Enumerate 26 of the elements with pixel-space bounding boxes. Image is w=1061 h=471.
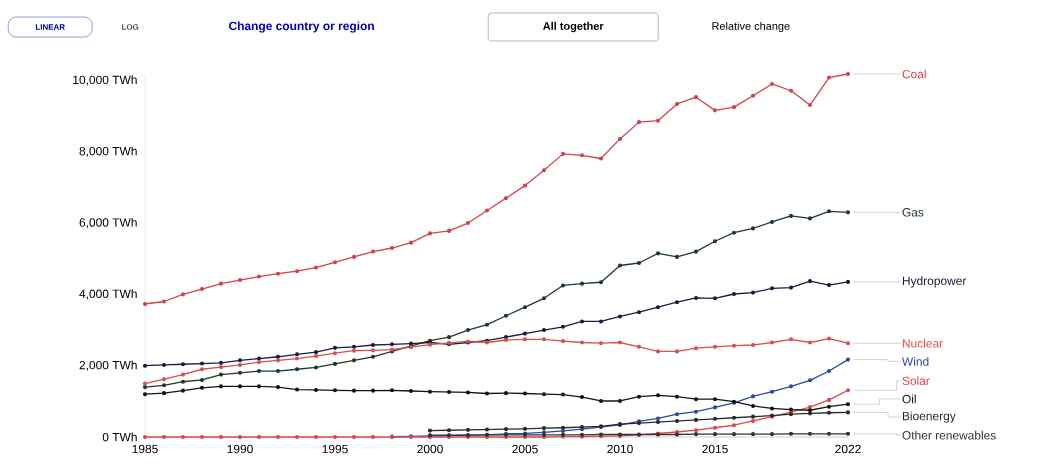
- text: Change country or region: [229, 21, 374, 33]
- text: Nuclear: [902, 338, 943, 348]
- x-tick-label: 2005: [512, 444, 538, 454]
- x-tick-label: 1995: [322, 444, 348, 454]
- y-tick-label: 2,000 TWh: [79, 360, 137, 371]
- x-tick-label: 2000: [417, 444, 443, 454]
- y-tick-label: 8,000 TWh: [79, 146, 137, 157]
- text: All together: [543, 21, 604, 33]
- text: Other renewables: [902, 430, 996, 440]
- text: Relative change: [712, 21, 790, 33]
- text: Oil: [902, 394, 916, 404]
- y-tick-label: 4,000 TWh: [79, 289, 137, 300]
- x-tick-label: 2015: [702, 444, 728, 454]
- text: Hydropower: [902, 276, 967, 288]
- x-tick-label: 1990: [227, 444, 253, 454]
- text: Coal: [902, 69, 926, 79]
- x-tick-label: 2010: [607, 444, 633, 454]
- y-tick-label: 0 TWh: [102, 432, 137, 442]
- text: Wind: [901, 356, 929, 366]
- text: Gas: [902, 208, 924, 217]
- x-tick-label: 2022: [835, 444, 861, 454]
- x-tick-label: 1985: [132, 444, 158, 454]
- text: Solar: [902, 376, 930, 386]
- text: Bioenergy: [902, 411, 956, 423]
- y-tick-label: 6,000 TWh: [79, 217, 137, 229]
- y-tick-label: 10,000 TWh: [73, 75, 137, 86]
